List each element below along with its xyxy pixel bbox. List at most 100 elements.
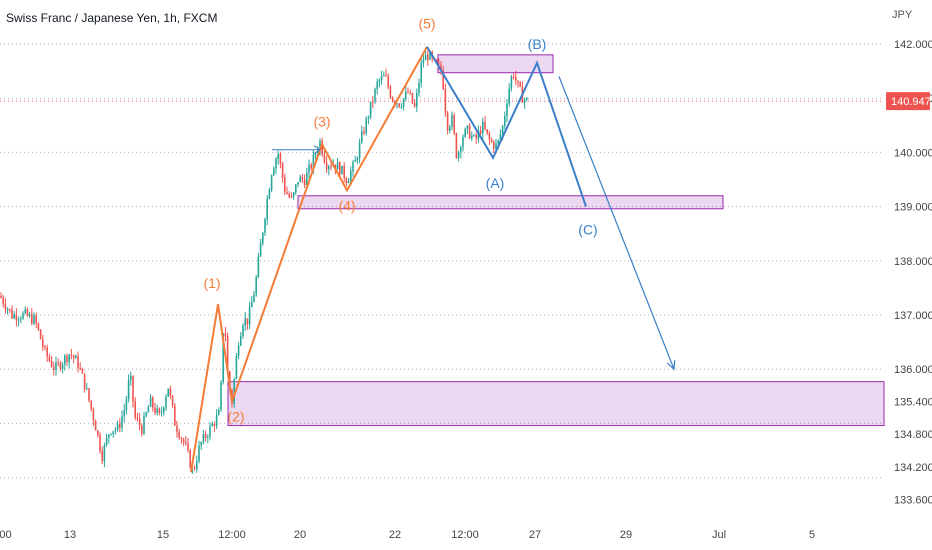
candle-body: [196, 461, 198, 469]
candle-body: [422, 60, 425, 63]
x-tick-label: 5: [809, 529, 815, 541]
candle-body: [427, 54, 429, 60]
currency-label: JPY: [892, 9, 913, 21]
corrective-wave-line: [426, 46, 587, 207]
impulse-wave-label: (2): [227, 409, 244, 425]
candle-body: [400, 106, 403, 108]
candle-body: [290, 196, 293, 198]
candle-body: [482, 121, 484, 134]
candle-body: [420, 62, 422, 83]
candle-body: [130, 375, 132, 381]
x-tick-label: 12:00: [218, 529, 246, 541]
y-tick-label: 137.000: [894, 310, 932, 322]
y-tick-label: 140.000: [894, 147, 932, 159]
candle-body: [453, 115, 455, 134]
x-tick-label: 22: [389, 529, 401, 541]
candle-body: [519, 82, 521, 87]
candle-body: [242, 325, 244, 336]
candle-body: [6, 309, 9, 311]
y-tick-label: 138.000: [894, 256, 932, 268]
x-tick-label: 13: [64, 529, 76, 541]
candle-body: [457, 152, 460, 158]
candle-body: [405, 91, 407, 99]
candle-body: [499, 134, 502, 141]
candle-body: [46, 347, 48, 357]
candle-body: [114, 429, 117, 432]
price-axis[interactable]: 142.000141.000140.000139.000138.000137.0…: [886, 39, 932, 506]
candle-body: [9, 309, 11, 311]
candle-body: [512, 76, 515, 78]
candle-body: [213, 423, 216, 426]
candle-body: [328, 166, 330, 170]
candle-body: [411, 93, 414, 104]
candle-body: [28, 314, 31, 316]
candle-body: [240, 335, 242, 346]
candle-body: [134, 401, 136, 418]
candle-body: [451, 115, 453, 127]
candle-body: [343, 165, 345, 179]
grid-lines: [0, 43, 884, 479]
candle-body: [59, 362, 62, 370]
candle-body: [64, 355, 66, 365]
candle-body: [154, 407, 156, 414]
candle-body: [22, 312, 24, 319]
candle-body: [372, 101, 374, 103]
candle-body: [517, 80, 519, 83]
candle-body: [237, 345, 240, 357]
candle-body: [464, 128, 466, 137]
candle-body: [88, 388, 90, 401]
candle-body: [288, 193, 290, 197]
candle-body: [244, 318, 246, 326]
candle-body: [270, 175, 273, 190]
candle-body: [182, 439, 185, 443]
projection-arrow-head: [666, 360, 676, 371]
candle-body: [189, 449, 191, 468]
impulse-wave-label: (4): [338, 197, 355, 213]
candle-body: [317, 151, 319, 155]
candle-body: [391, 97, 394, 102]
candle-body: [92, 409, 95, 421]
price-zone: [227, 381, 885, 427]
candle-body: [33, 315, 35, 324]
candle-body: [143, 416, 145, 434]
candle-body: [176, 425, 178, 433]
candle-body: [259, 243, 262, 257]
candle-body: [55, 362, 57, 370]
candle-body: [90, 400, 92, 410]
time-axis[interactable]: :00 13 15 12:00 20 22 12:00 27 29 Jul 5: [0, 529, 815, 541]
candle-body: [321, 140, 323, 155]
corrective-wave-label: (C): [578, 222, 597, 238]
candle-body: [281, 163, 284, 178]
candle-body: [198, 445, 200, 462]
candle-body: [361, 131, 363, 143]
candle-body: [121, 416, 123, 428]
candle-body: [110, 433, 112, 435]
candle-body: [226, 336, 229, 372]
candle-body: [424, 54, 427, 61]
candle-body: [462, 136, 464, 148]
candle-body: [68, 354, 70, 363]
candle-body: [163, 407, 165, 413]
candle-body: [224, 333, 227, 337]
candle-body: [119, 423, 121, 428]
corrective-wave-label: (B): [528, 36, 547, 52]
candle-body: [440, 64, 442, 71]
candle-body: [325, 162, 328, 170]
candle-body: [319, 140, 321, 152]
candle-body: [200, 442, 202, 446]
candle-body: [526, 97, 528, 100]
candle-body: [407, 91, 409, 93]
candle-body: [204, 434, 207, 438]
candle-body: [13, 314, 15, 319]
candle-body: [506, 104, 508, 117]
candle-body: [48, 356, 51, 361]
candle-body: [446, 112, 449, 131]
candle-body: [105, 437, 108, 445]
candle-body: [523, 99, 526, 103]
x-tick-label: 29: [620, 529, 632, 541]
y-tick-label: 142.000: [894, 39, 932, 51]
candle-body: [449, 126, 451, 131]
candle-body: [438, 63, 440, 65]
candle-body: [209, 425, 211, 437]
y-tick-label: 133.600: [894, 494, 932, 506]
